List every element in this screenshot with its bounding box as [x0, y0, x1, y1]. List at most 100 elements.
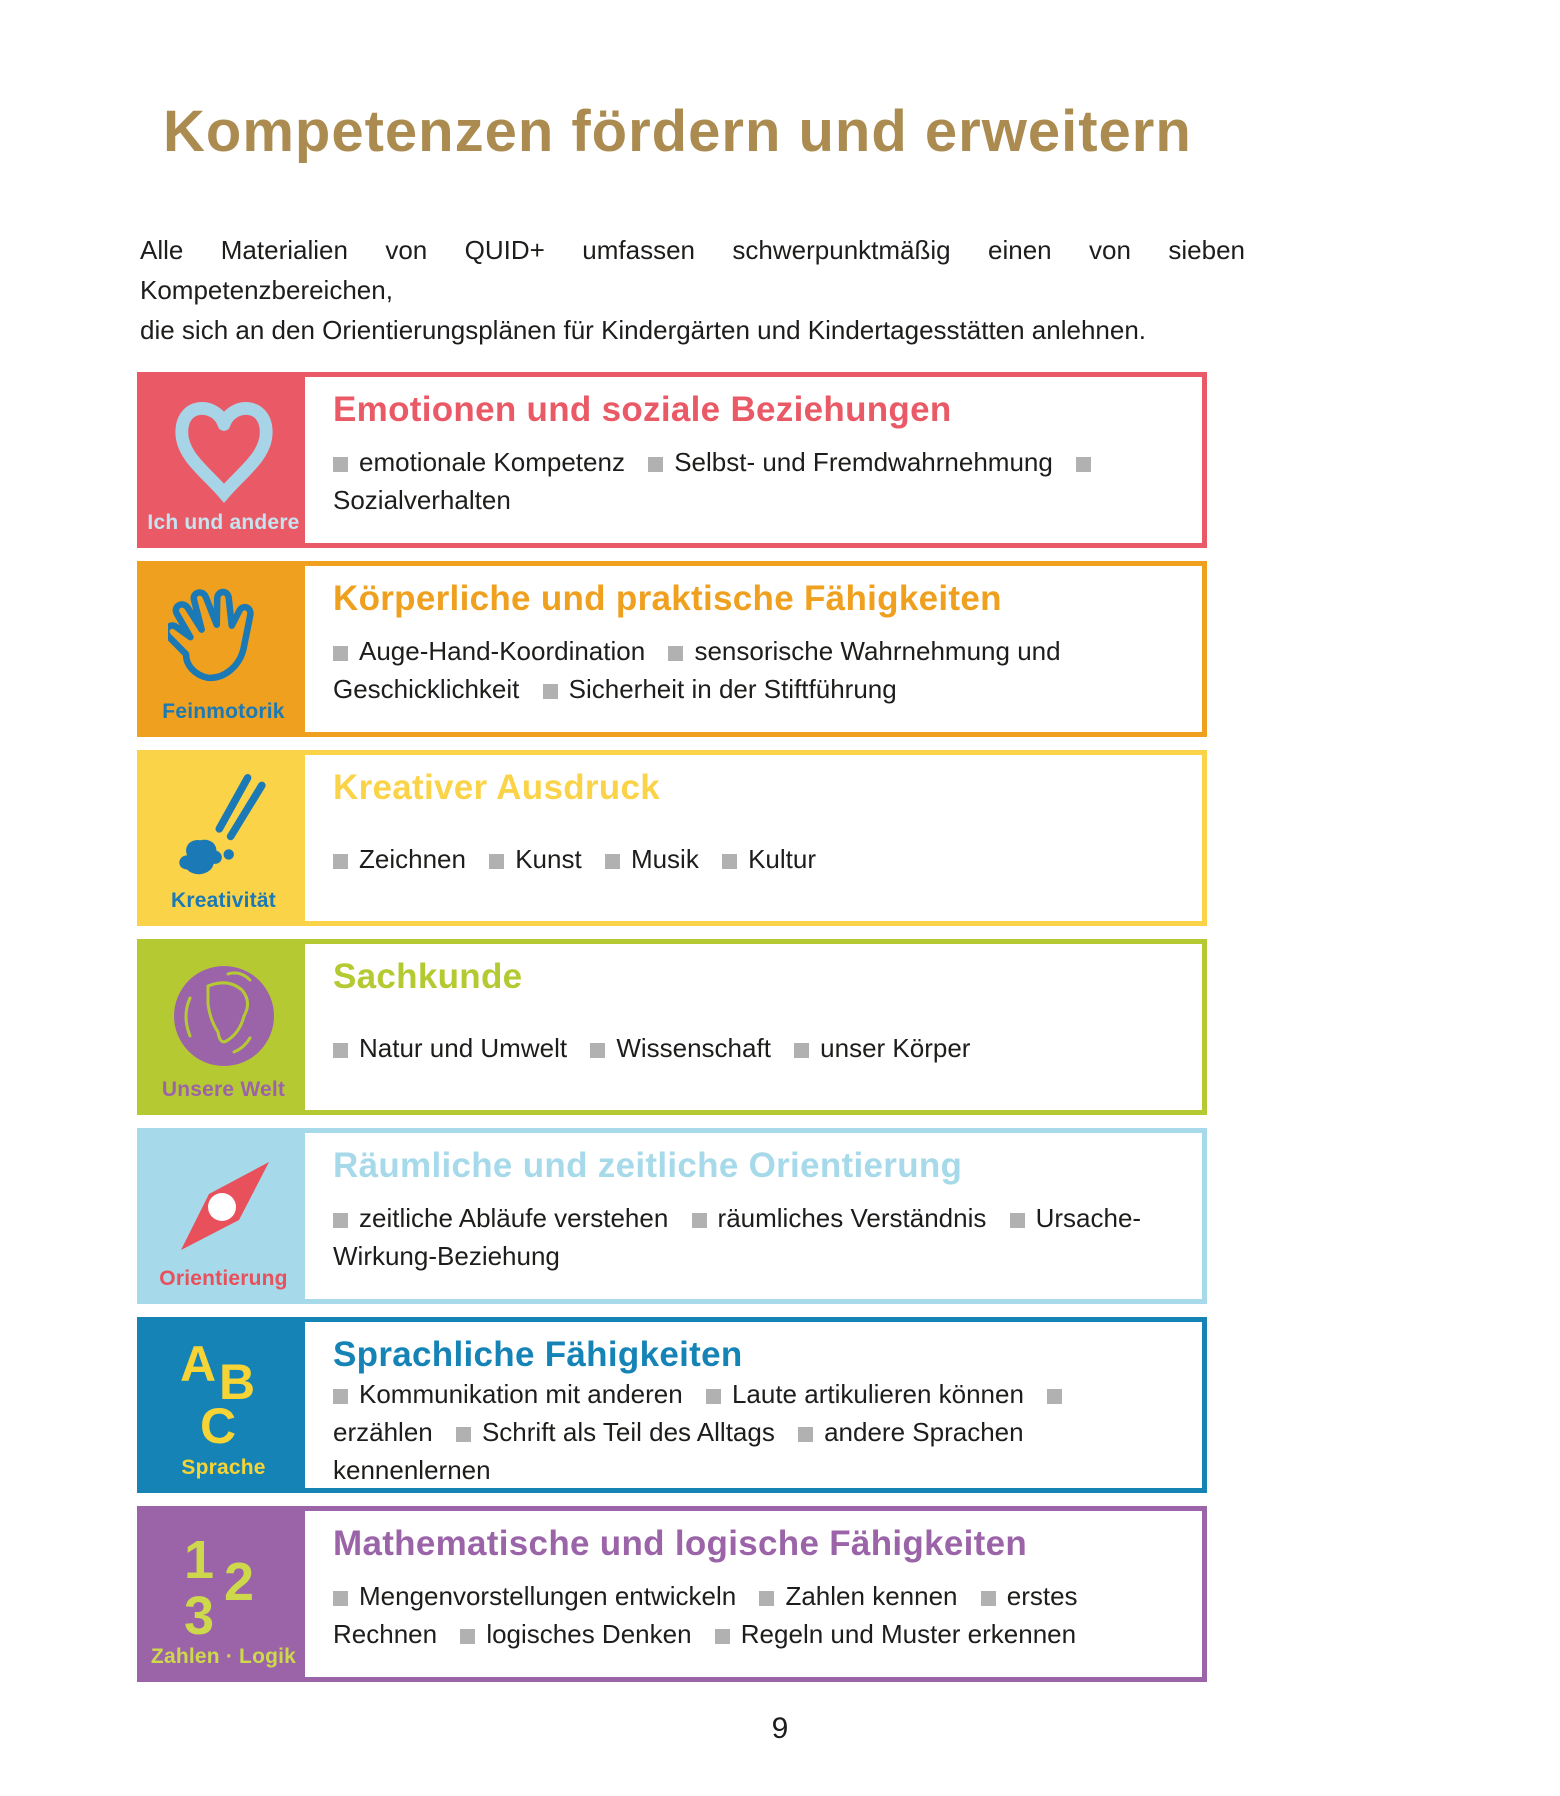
page-title: Kompetenzen fördern und erweitern — [163, 99, 1192, 164]
competency-box-list: Ich und andere Emotionen und soziale Bez… — [137, 372, 1207, 1695]
competency-item: Sicherheit in der Stiftführung — [542, 674, 897, 704]
competency-title: Räumliche und zeitliche Orientierung — [333, 1146, 963, 1185]
bullet-square-icon — [691, 1213, 707, 1229]
competency-item-list: Kommunikation mit anderen Laute artikuli… — [333, 1375, 1168, 1489]
competency-title: Körperliche und praktische Fähigkeiten — [333, 579, 1002, 618]
competency-badge-label: Feinmotorik — [162, 700, 285, 723]
competency-item: Zahlen kennen — [759, 1581, 958, 1611]
competency-badge: Kreativität — [142, 755, 305, 921]
page-number: 9 — [771, 1712, 789, 1745]
competency-content: Mathematische und logische Fähigkeiten M… — [305, 1511, 1202, 1677]
bullet-square-icon — [333, 854, 348, 870]
bullet-square-icon — [333, 1591, 348, 1607]
competency-content: Emotionen und soziale Beziehungen emotio… — [305, 377, 1202, 543]
bullet-square-icon — [1047, 1388, 1063, 1404]
intro-line-2: die sich an den Orientierungsplänen für … — [140, 315, 1147, 345]
competency-item: Schrift als Teil des Alltags — [455, 1417, 775, 1447]
competency-title: Mathematische und logische Fähigkeiten — [333, 1524, 1028, 1563]
bullet-square-icon — [590, 1043, 606, 1059]
svg-text:1: 1 — [184, 1530, 214, 1590]
intro-line-1: Alle Materialien von QUID+ umfassen schw… — [140, 235, 1245, 305]
competency-item: Natur und Umwelt — [333, 1033, 567, 1063]
competency-title: Kreativer Ausdruck — [333, 768, 661, 807]
competency-badge: Feinmotorik — [142, 566, 305, 732]
competency-item: unser Körper — [794, 1033, 970, 1063]
competency-item-list: zeitliche Abläufe verstehen räumliches V… — [333, 1186, 1168, 1290]
competency-badge-label: Orientierung — [159, 1267, 288, 1290]
competency-item: logisches Denken — [460, 1619, 692, 1649]
bullet-square-icon — [722, 854, 738, 870]
competency-item: Kunst — [489, 844, 582, 874]
competency-item: Kommunikation mit anderen — [333, 1379, 683, 1409]
globe-icon — [146, 952, 301, 1079]
competency-box-kreativer-ausdruck: Kreativität Kreativer Ausdruck Zeichnen … — [137, 750, 1207, 926]
svg-text:A: A — [180, 1336, 216, 1392]
paintbrush-icon — [146, 763, 301, 890]
bullet-square-icon — [648, 457, 664, 473]
competency-badge: Orientierung — [142, 1133, 305, 1299]
competency-item: Ursache-Wirkung-Beziehung — [333, 1203, 1142, 1272]
competency-badge-label: Kreativität — [171, 889, 276, 912]
bullet-square-icon — [1009, 1213, 1025, 1229]
bullet-square-icon — [489, 854, 505, 870]
competency-item: erzählen — [333, 1379, 1073, 1447]
competency-box-raeumliche-und-zeitliche-orientierung: Orientierung Räumliche und zeitliche Ori… — [137, 1128, 1207, 1304]
competency-title: Sprachliche Fähigkeiten — [333, 1335, 743, 1374]
competency-item-list: Mengenvorstellungen entwickeln Zahlen ke… — [333, 1564, 1168, 1668]
svg-text:3: 3 — [184, 1586, 214, 1642]
competency-item: räumliches Verständnis — [691, 1203, 986, 1233]
competency-item: Selbst- und Fremdwahrnehmung — [648, 447, 1053, 477]
competency-box-emotionen-und-soziale-beziehungen: Ich und andere Emotionen und soziale Bez… — [137, 372, 1207, 548]
competency-item: Mengenvorstellungen entwickeln — [333, 1581, 736, 1611]
competency-item: erstes Rechnen — [333, 1581, 1078, 1650]
bullet-square-icon — [759, 1591, 775, 1607]
competency-box-sachkunde: Unsere Welt Sachkunde Natur und Umwelt W… — [137, 939, 1207, 1115]
competency-title: Emotionen und soziale Beziehungen — [333, 390, 952, 429]
bullet-square-icon — [542, 684, 558, 700]
competency-item: emotionale Kompetenz — [333, 447, 625, 477]
competency-item: Regeln und Muster erkennen — [714, 1619, 1076, 1649]
bullet-square-icon — [333, 1213, 348, 1229]
competency-item-list: Natur und Umwelt Wissenschaft unser Körp… — [333, 997, 1168, 1101]
competency-content: Kreativer Ausdruck Zeichnen Kunst Musik … — [305, 755, 1202, 921]
competency-title: Sachkunde — [333, 957, 523, 996]
competency-item: Zeichnen — [333, 844, 466, 874]
competency-badge-label: Unsere Welt — [161, 1078, 286, 1101]
bullet-square-icon — [794, 1043, 810, 1059]
bullet-square-icon — [1076, 457, 1092, 473]
competency-box-koerperliche-und-praktische-faehigkeiten: Feinmotorik Körperliche und praktische F… — [137, 561, 1207, 737]
bullet-square-icon — [333, 1043, 348, 1059]
compass-needle-icon — [146, 1141, 301, 1268]
competency-item: Laute artikulieren können — [705, 1379, 1024, 1409]
bullet-square-icon — [455, 1426, 471, 1442]
competency-content: Sprachliche Fähigkeiten Kommunikation mi… — [305, 1322, 1202, 1488]
intro-paragraph: Alle Materialien von QUID+ umfassen schw… — [140, 230, 1245, 350]
competency-badge: Ich und andere — [142, 377, 305, 543]
bullet-square-icon — [668, 646, 684, 662]
competency-badge-label: Ich und andere — [147, 511, 300, 534]
hand-icon — [146, 574, 301, 701]
bullet-square-icon — [705, 1388, 721, 1404]
bullet-square-icon — [460, 1629, 476, 1645]
competency-item: andere Sprachen kennenlernen — [333, 1416, 1024, 1485]
bullet-square-icon — [980, 1591, 996, 1607]
heart-icon — [146, 385, 301, 512]
bullet-square-icon — [604, 854, 620, 870]
competency-item: zeitliche Abläufe verstehen — [333, 1203, 668, 1233]
bullet-square-icon — [333, 646, 348, 662]
competency-item: Auge-Hand-Koordination — [333, 636, 645, 666]
svg-text:C: C — [200, 1398, 236, 1453]
competency-content: Körperliche und praktische Fähigkeiten A… — [305, 566, 1202, 732]
competency-content: Räumliche und zeitliche Orientierung zei… — [305, 1133, 1202, 1299]
competency-item-list: Zeichnen Kunst Musik Kultur — [333, 808, 1168, 912]
svg-text:2: 2 — [224, 1552, 254, 1612]
bullet-square-icon — [714, 1629, 730, 1645]
competency-item: Wissenschaft — [590, 1033, 771, 1063]
competency-item: Sozialverhalten — [333, 447, 1102, 515]
competency-item: sensorische Wahrnehmung und Geschicklich… — [333, 636, 1061, 705]
competency-item-list: emotionale Kompetenz Selbst- und Fremdwa… — [333, 430, 1168, 534]
